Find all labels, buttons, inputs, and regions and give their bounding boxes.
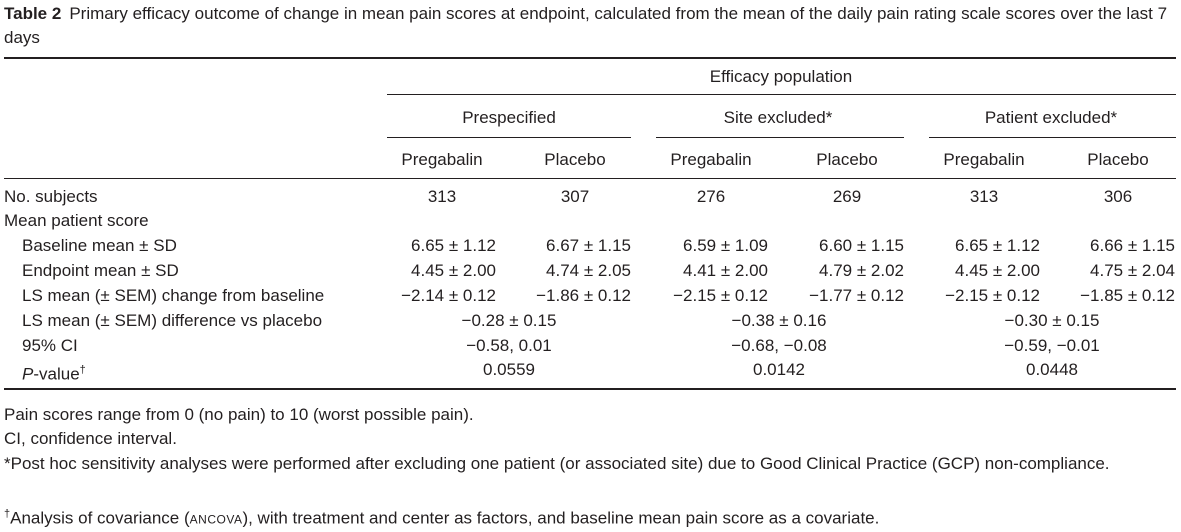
table-cell: 0.0142 (753, 360, 805, 379)
header-arm-pregabalin: Pregabalin (670, 150, 752, 169)
table-cell: −1.85 ± 0.12 (1080, 286, 1175, 305)
table-cell: −0.38 ± 0.16 (731, 311, 827, 330)
row-label-subjects: No. subjects (4, 187, 98, 206)
header-bottom-rule (4, 178, 1176, 179)
table-cell: −1.77 ± 0.12 (809, 286, 904, 305)
header-arm-placebo: Placebo (816, 150, 878, 169)
table-cell: 6.66 ± 1.15 (1090, 236, 1175, 255)
table-bottom-rule (4, 388, 1176, 390)
table-cell: −0.59, −0.01 (1004, 336, 1100, 355)
table-cell: 4.45 ± 2.00 (411, 261, 496, 280)
table-cell: −0.28 ± 0.15 (461, 311, 557, 330)
row-label-ls-change: LS mean (± SEM) change from baseline (22, 286, 325, 305)
header-arm-placebo: Placebo (1087, 150, 1149, 169)
table-cell: 4.79 ± 2.02 (819, 261, 904, 280)
footnote-pain-range: Pain scores range from 0 (no pain) to 10… (4, 405, 474, 424)
header-efficacy-population: Efficacy population (709, 67, 853, 86)
table-cell: −1.86 ± 0.12 (536, 286, 631, 305)
row-label-mean-patient-score: Mean patient score (4, 211, 149, 230)
footnote-posthoc: *Post hoc sensitivity analyses were perf… (4, 454, 1110, 473)
table-cell: −2.14 ± 0.12 (401, 286, 496, 305)
table-cell: 313 (969, 187, 999, 206)
footnote-ancova: †Analysis of covariance (ANCOVA), with t… (4, 502, 1176, 532)
table-caption-text: Primary efficacy outcome of change in me… (4, 4, 1168, 47)
header-population-rule (387, 94, 1176, 95)
table-cell: 6.60 ± 1.15 (819, 236, 904, 255)
row-label-ci: 95% CI (22, 336, 78, 355)
header-group-rule-prespecified (387, 137, 631, 138)
table-cell: 4.41 ± 2.00 (683, 261, 768, 280)
table-label: Table 2 (4, 4, 62, 23)
table-cell: 0.0559 (483, 360, 535, 379)
table-cell: 307 (560, 187, 590, 206)
pvalue-dagger: † (79, 364, 86, 376)
table-cell: 6.65 ± 1.12 (411, 236, 496, 255)
table-cell: 306 (1103, 187, 1133, 206)
pvalue-italic-p: P (22, 364, 34, 384)
table-cell: −2.15 ± 0.12 (945, 286, 1040, 305)
table-cell: −0.58, 0.01 (466, 336, 552, 355)
row-label-endpoint: Endpoint mean ± SD (22, 261, 179, 280)
pvalue-label-rest: -value (33, 364, 80, 384)
row-label-ls-difference: LS mean (± SEM) difference vs placebo (22, 311, 323, 330)
table-cell: 4.45 ± 2.00 (955, 261, 1040, 280)
table-cell: 276 (696, 187, 726, 206)
row-label-baseline: Baseline mean ± SD (22, 236, 177, 255)
header-arm-pregabalin: Pregabalin (401, 150, 483, 169)
table-cell: 4.74 ± 2.05 (546, 261, 631, 280)
header-group-patient-excluded: Patient excluded* (984, 108, 1118, 127)
header-group-prespecified: Prespecified (462, 108, 556, 127)
table-cell: 0.0448 (1026, 360, 1078, 379)
ancova-dagger: † (4, 508, 11, 520)
footnote-ci-abbreviation: CI, confidence interval. (4, 429, 177, 448)
header-group-site-excluded: Site excluded* (723, 108, 833, 127)
ancova-abbrev: ANCOVA (189, 512, 243, 527)
ancova-post: ), with treatment and center as factors,… (242, 508, 880, 528)
header-arm-placebo: Placebo (544, 150, 606, 169)
header-group-rule-site-excluded (656, 137, 904, 138)
table-cell: −2.15 ± 0.12 (673, 286, 768, 305)
row-label-pvalue: P-value† (22, 358, 86, 387)
table-cell: 4.75 ± 2.04 (1090, 261, 1175, 280)
table-cell: 6.59 ± 1.09 (683, 236, 768, 255)
table-cell: 6.65 ± 1.12 (955, 236, 1040, 255)
header-arm-pregabalin: Pregabalin (943, 150, 1025, 169)
table-cell: 269 (832, 187, 862, 206)
table-top-rule (4, 57, 1176, 59)
table-cell: −0.30 ± 0.15 (1004, 311, 1100, 330)
table-cell: 313 (427, 187, 457, 206)
table-cell: −0.68, −0.08 (731, 336, 827, 355)
header-group-rule-patient-excluded (929, 137, 1176, 138)
ancova-pre: Analysis of covariance ( (10, 508, 190, 528)
table-caption: Table 2 Primary efficacy outcome of chang… (4, 2, 1176, 50)
table-cell: 6.67 ± 1.15 (546, 236, 631, 255)
